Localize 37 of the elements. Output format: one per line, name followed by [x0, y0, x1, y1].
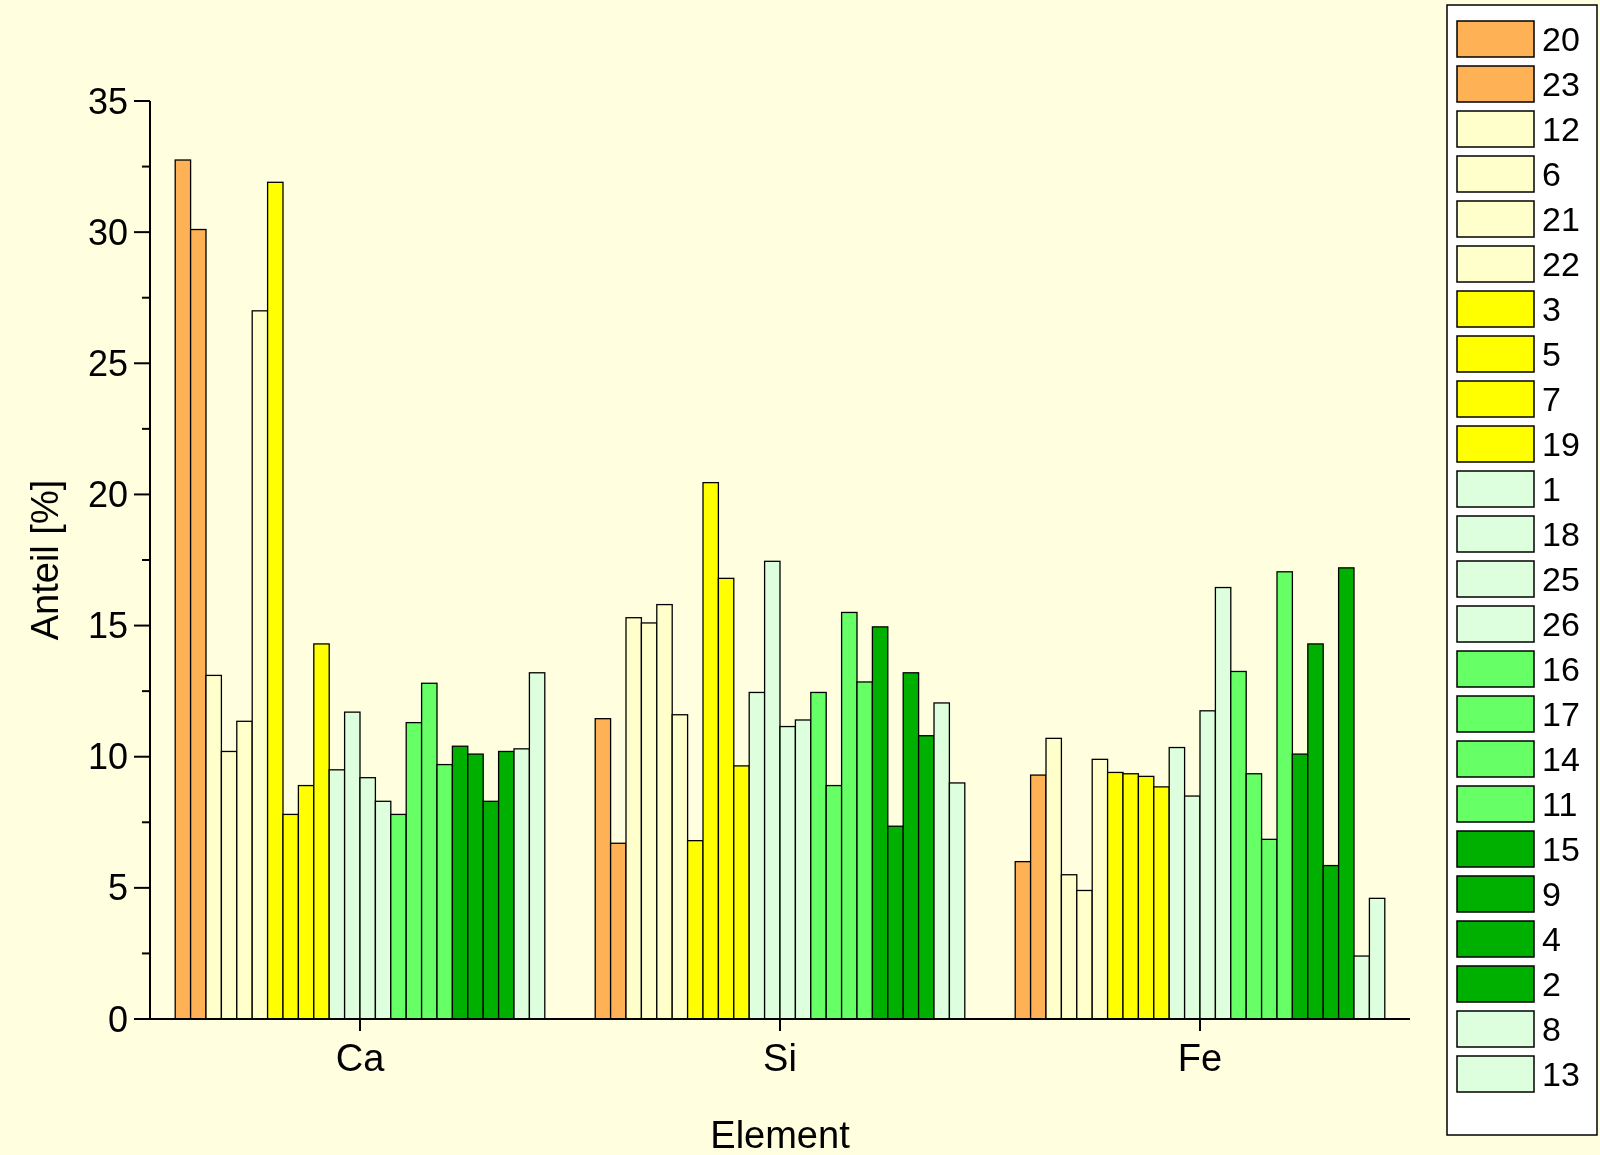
y-axis-title: Anteil [%]	[24, 479, 66, 641]
y-tick-label: 35	[87, 80, 128, 122]
legend-label: 18	[1542, 514, 1580, 553]
legend-label: 11	[1542, 784, 1578, 823]
legend-label: 17	[1542, 694, 1580, 733]
y-tick-label: 15	[87, 605, 128, 647]
legend-label: 23	[1542, 64, 1580, 103]
y-tick-label: 0	[107, 998, 128, 1040]
y-tick-label: 10	[87, 736, 128, 778]
legend-label: 9	[1542, 874, 1561, 913]
legend-label: 14	[1542, 739, 1580, 778]
legend-label: 4	[1542, 919, 1561, 958]
y-tick-label: 30	[87, 211, 128, 253]
y-tick-label: 20	[87, 474, 128, 516]
y-tick-label: 25	[87, 342, 128, 384]
legend-label: 13	[1542, 1054, 1580, 1093]
legend-label: 26	[1542, 604, 1580, 643]
legend-label: 16	[1542, 649, 1580, 688]
legend-label: 15	[1542, 829, 1580, 868]
legend-label: 25	[1542, 559, 1580, 598]
legend-label: 3	[1542, 289, 1561, 328]
legend-label: 8	[1542, 1009, 1561, 1048]
legend-label: 2	[1542, 964, 1561, 1003]
x-tick-label: Fe	[1177, 1037, 1223, 1079]
legend-label: 19	[1542, 424, 1580, 463]
legend-label: 6	[1542, 154, 1561, 193]
y-tick-label: 5	[107, 867, 128, 909]
legend-label: 22	[1542, 244, 1580, 283]
legend-label: 1	[1542, 469, 1561, 508]
legend-label: 21	[1542, 199, 1580, 238]
x-axis-title: Element	[710, 1114, 851, 1155]
legend-label: 5	[1542, 334, 1561, 373]
legend-label: 20	[1542, 19, 1580, 58]
legend-label: 12	[1542, 109, 1580, 148]
x-tick-label: Ca	[335, 1037, 386, 1079]
legend-label: 7	[1542, 379, 1561, 418]
x-tick-label: Si	[763, 1037, 797, 1079]
